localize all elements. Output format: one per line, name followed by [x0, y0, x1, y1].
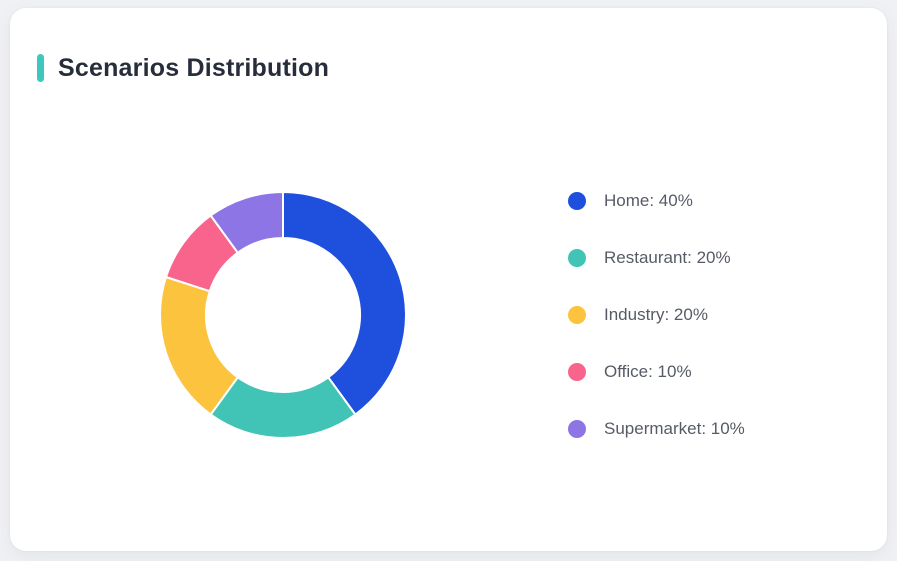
donut-slice-restaurant[interactable]	[209, 376, 357, 439]
legend-label-industry: Industry: 20%	[604, 305, 708, 324]
donut-slice-industry[interactable]	[159, 275, 239, 416]
legend-label-restaurant: Restaurant: 20%	[604, 248, 731, 267]
legend-item-industry[interactable]: Industry: 20%	[568, 306, 745, 324]
card-header: Scenarios Distribution	[37, 54, 329, 82]
legend-item-supermarket[interactable]: Supermarket: 10%	[568, 420, 745, 438]
scenarios-distribution-card: Scenarios Distribution Home: 40% Restaur…	[10, 8, 887, 551]
legend-item-home[interactable]: Home: 40%	[568, 192, 745, 210]
legend-item-restaurant[interactable]: Restaurant: 20%	[568, 249, 745, 267]
page-title: Scenarios Distribution	[58, 53, 330, 82]
legend-dot-supermarket	[568, 420, 586, 438]
title-accent-bar	[37, 54, 44, 82]
donut-slice-supermarket[interactable]	[209, 191, 284, 254]
donut-chart[interactable]	[158, 190, 408, 440]
legend-dot-home	[568, 192, 586, 210]
legend-dot-restaurant	[568, 249, 586, 267]
donut-slice-home[interactable]	[282, 191, 407, 416]
chart-legend: Home: 40% Restaurant: 20% Industry: 20% …	[568, 192, 745, 438]
legend-dot-office	[568, 363, 586, 381]
legend-label-office: Office: 10%	[604, 362, 692, 381]
legend-item-office[interactable]: Office: 10%	[568, 363, 745, 381]
donut-chart-container	[158, 190, 408, 440]
legend-label-supermarket: Supermarket: 10%	[604, 419, 745, 438]
legend-label-home: Home: 40%	[604, 191, 693, 210]
legend-dot-industry	[568, 306, 586, 324]
